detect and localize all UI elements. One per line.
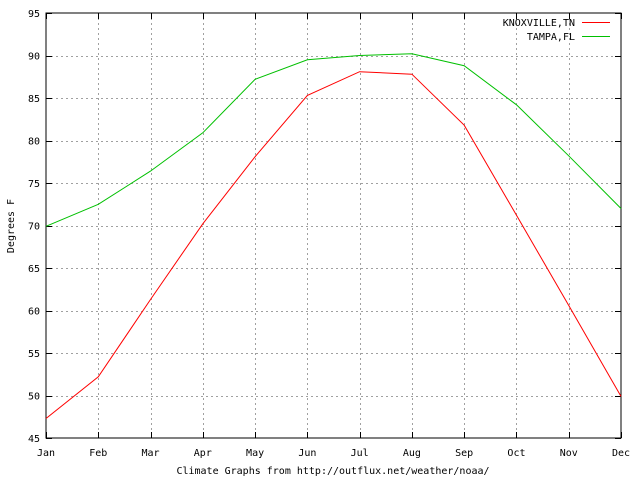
x-axis-label: Climate Graphs from http://outflux.net/w… [176,466,489,477]
series-line-1 [45,53,622,227]
axis-ticks [46,13,622,439]
legend-label: TAMPA,FL [527,32,575,43]
y-tick-label: 65 [28,264,40,275]
x-tick-label: Jun [298,448,316,459]
series-line-0 [45,71,622,419]
x-tick-label: Mar [142,448,160,459]
x-tick-label: Aug [403,448,421,459]
x-tick-label: Dec [612,448,630,459]
y-tick-label: 60 [28,307,40,318]
tick-labels: 45 50 55 60 65 70 75 80 85 90 95 Jan Feb Mar Apr May Jun… [28,9,630,459]
x-tick-label: Apr [194,448,212,459]
series-lines [45,53,622,419]
legend-label: KNOXVILLE,TN [503,18,575,29]
y-tick-label: 55 [28,349,40,360]
x-tick-label: Oct [507,448,525,459]
x-tick-label: Jan [37,448,55,459]
y-tick-label: 80 [28,137,40,148]
y-axis-label: Degrees F [6,199,17,253]
x-tick-label: Sep [455,448,473,459]
y-tick-label: 95 [28,9,40,20]
y-tick-label: 70 [28,222,40,233]
plot-border [45,12,622,439]
y-tick-label: 85 [28,94,40,105]
grid [46,13,621,438]
y-tick-label: 45 [28,434,40,445]
x-tick-label: May [246,448,264,459]
x-tick-label: Nov [560,448,578,459]
y-tick-label: 75 [28,179,40,190]
y-tick-label: 50 [28,392,40,403]
x-tick-label: Jul [351,448,369,459]
legend: KNOXVILLE,TN TAMPA,FL [503,18,610,43]
x-tick-label: Feb [89,448,107,459]
y-tick-label: 90 [28,52,40,63]
